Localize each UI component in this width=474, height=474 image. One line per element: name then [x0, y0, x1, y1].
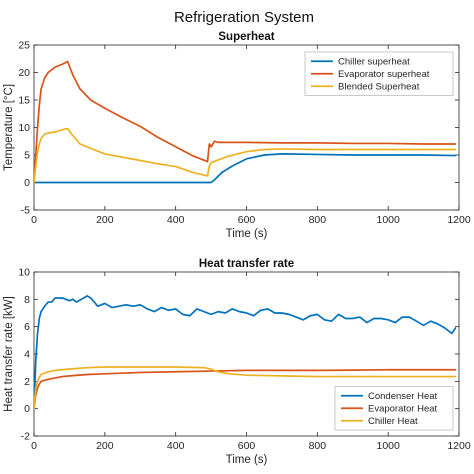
legend-label-condenser-heat: Condenser Heat [368, 391, 438, 402]
x-tick-label: 400 [167, 440, 185, 452]
y-tick-label: 4 [24, 349, 30, 361]
y-tick-label: 8 [24, 294, 30, 306]
y-tick-label: 25 [18, 40, 30, 52]
series-line-condenser-heat [34, 295, 457, 410]
series-line-chiller-superheat [34, 153, 457, 184]
y-tick-label: -2 [21, 431, 30, 443]
x-axis-label: Time (s) [226, 454, 268, 466]
x-axis-label: Time (s) [226, 228, 268, 240]
x-tick-label: 1000 [376, 214, 400, 226]
x-tick-label: 1200 [447, 214, 471, 226]
y-tick-label: 0 [24, 177, 30, 189]
legend-label-evaporator-superheat: Evaporator superheat [338, 69, 430, 80]
x-tick-label: 1000 [376, 440, 400, 452]
y-tick-label: 20 [18, 67, 30, 79]
series-line-blended-superheat [34, 127, 457, 184]
legend-label-chiller-heat: Chiller Heat [368, 416, 418, 427]
chart-title: Superheat [218, 31, 274, 43]
y-axis-label: Temperature [°C] [3, 84, 15, 171]
x-tick-label: 600 [238, 214, 256, 226]
x-tick-label: 200 [96, 440, 114, 452]
legend-label-evaporator-heat: Evaporator Heat [368, 404, 438, 415]
series-line-evaporator-superheat [34, 60, 457, 184]
heat-transfer-chart: Heat transfer rate 0 200 400 600 800 1000 1200 -… [3, 258, 471, 466]
legend-label-chiller-superheat: Chiller superheat [338, 57, 410, 68]
legend-label-blended-superheat: Blended Superheat [338, 82, 420, 93]
series-line-evaporator-heat [34, 368, 457, 410]
y-tick-label: 2 [24, 376, 30, 388]
y-tick-label: 5 [24, 150, 30, 162]
x-tick-label: 800 [309, 440, 327, 452]
y-tick-label: 10 [18, 122, 30, 134]
y-tick-label: 15 [18, 95, 30, 107]
x-tick-label: 200 [96, 214, 114, 226]
y-tick-label: 0 [24, 403, 30, 415]
y-tick-label: 6 [24, 321, 30, 333]
chart-title: Heat transfer rate [199, 258, 294, 270]
y-tick-label: -5 [21, 205, 30, 217]
x-tick-label: 1200 [447, 440, 471, 452]
x-tick-label: 600 [238, 440, 256, 452]
legend-box [304, 51, 454, 96]
y-tick-label: 10 [18, 267, 30, 279]
x-tick-label: 800 [309, 214, 327, 226]
figure-title: Refrigeration System [174, 9, 314, 26]
x-tick-label: 0 [31, 440, 37, 452]
series-line-chiller-heat [34, 366, 457, 410]
x-tick-label: 400 [167, 214, 185, 226]
y-axis-label: Heat transfer rate [kW] [3, 296, 15, 412]
x-tick-label: 0 [31, 214, 37, 226]
